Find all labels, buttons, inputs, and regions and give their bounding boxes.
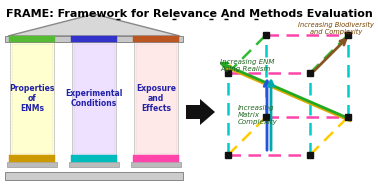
Bar — [12, 44, 52, 153]
Bar — [224, 18, 228, 19]
Bar — [9, 155, 55, 162]
Bar — [307, 70, 313, 76]
Text: Exposure
and
Effects: Exposure and Effects — [136, 84, 176, 113]
Bar — [7, 162, 57, 167]
Bar — [9, 36, 55, 42]
Text: Properties
of
ENMs: Properties of ENMs — [9, 84, 55, 113]
Bar — [225, 70, 231, 76]
Text: FRAME: Framework for Relevance And Methods Evaluation: FRAME: Framework for Relevance And Metho… — [6, 9, 372, 19]
Polygon shape — [186, 99, 215, 125]
Polygon shape — [8, 14, 180, 36]
Bar — [71, 155, 117, 162]
Bar — [133, 36, 179, 42]
Bar — [74, 44, 114, 153]
Text: Increasing ENM
Aging Realism: Increasing ENM Aging Realism — [220, 59, 274, 72]
Bar — [172, 18, 176, 19]
Bar — [136, 44, 176, 153]
Bar — [307, 152, 313, 158]
Bar — [5, 172, 183, 180]
Bar — [345, 32, 351, 38]
Bar — [133, 155, 179, 162]
Bar — [5, 36, 183, 42]
Bar — [10, 42, 54, 155]
Bar — [263, 32, 269, 38]
Bar — [71, 36, 117, 42]
Text: Experimental
Conditions: Experimental Conditions — [65, 89, 123, 108]
Bar — [116, 18, 120, 19]
Bar — [72, 42, 116, 155]
Bar — [254, 18, 258, 19]
Bar — [131, 162, 181, 167]
Bar — [69, 162, 119, 167]
Bar — [134, 42, 178, 155]
Text: Increasing Biodiversity
and Complexity: Increasing Biodiversity and Complexity — [298, 22, 374, 35]
Bar — [345, 114, 351, 120]
Text: Increasing
Matrix
Complexity: Increasing Matrix Complexity — [238, 105, 278, 125]
Bar — [209, 18, 213, 19]
Bar — [225, 152, 231, 158]
Bar — [263, 114, 269, 120]
